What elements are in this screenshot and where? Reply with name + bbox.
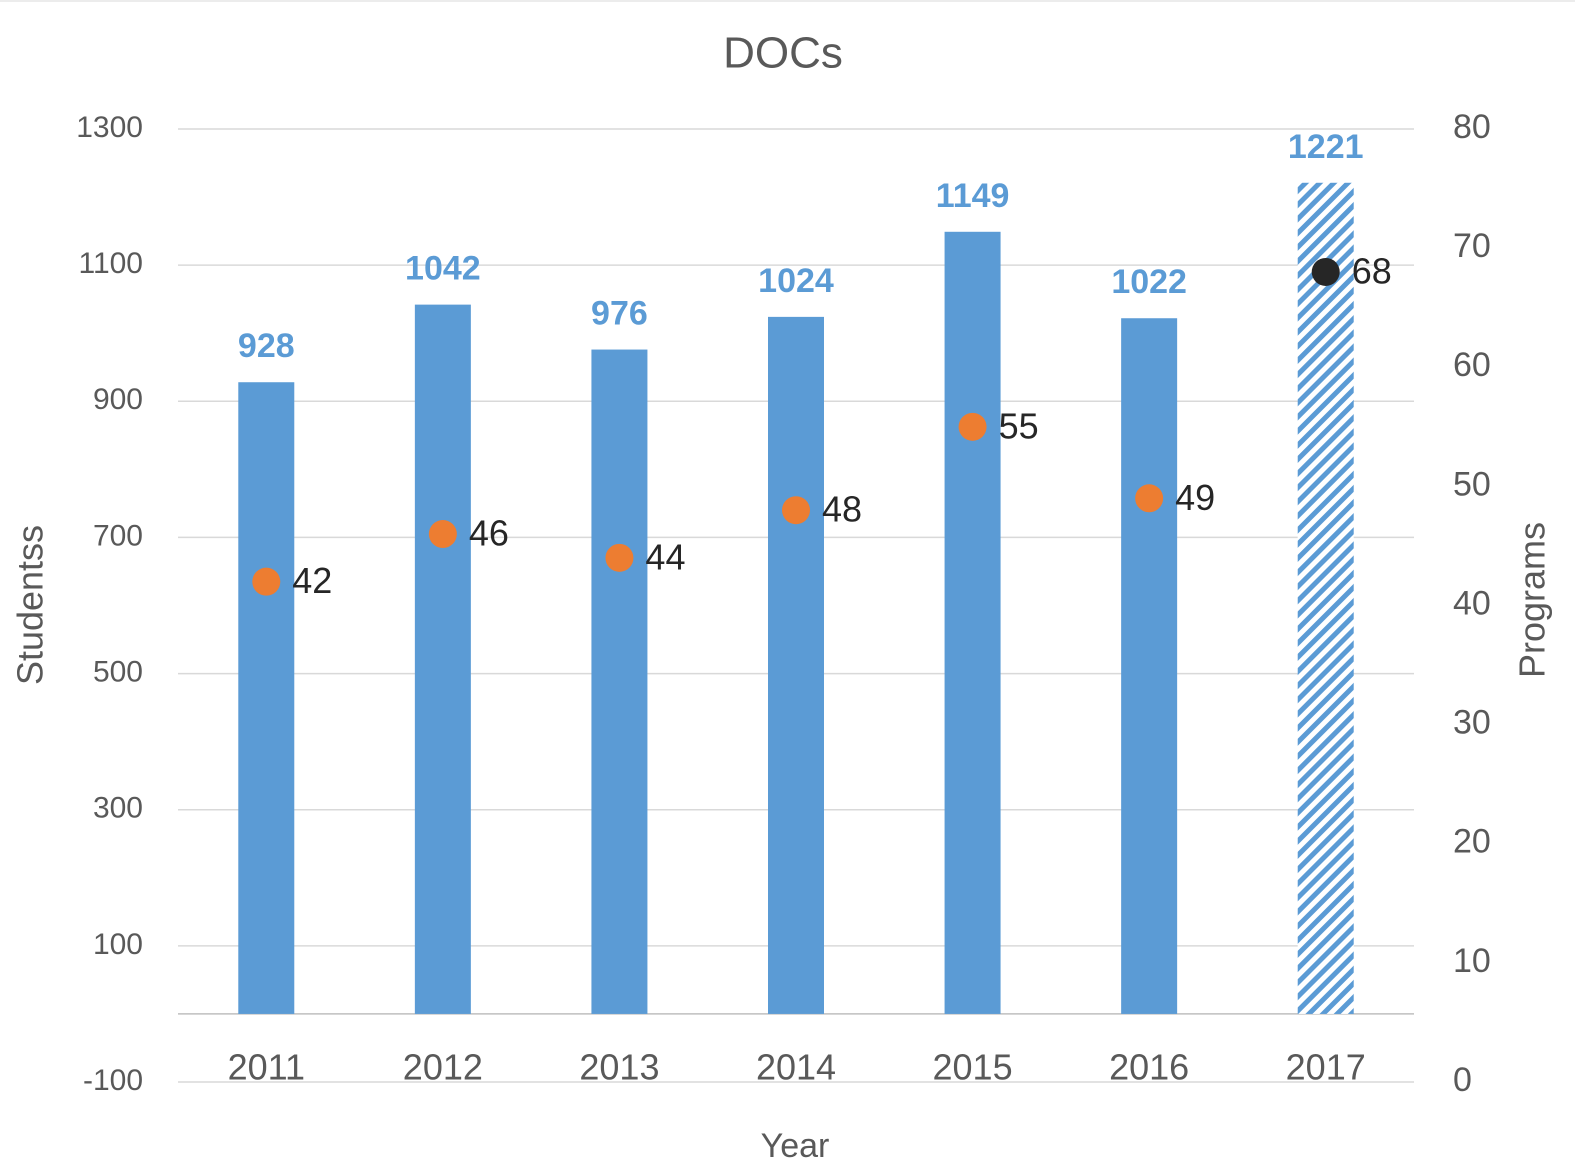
- dot: [958, 412, 987, 441]
- bar-value-label: 1149: [936, 177, 1010, 215]
- x-tick-label: 2012: [403, 1047, 483, 1088]
- bar-value-label: 1022: [1111, 263, 1187, 301]
- x-tick-label: 2014: [756, 1047, 836, 1088]
- x-tick-label: 2011: [228, 1047, 305, 1088]
- y2-tick-label: 20: [1453, 823, 1491, 861]
- dot-value-label: 48: [822, 489, 862, 530]
- x-tick-label: 2013: [579, 1047, 659, 1088]
- y2-tick-label: 70: [1453, 227, 1491, 265]
- dot-value-label: 49: [1175, 477, 1215, 518]
- dot: [1135, 484, 1164, 513]
- y2-tick-label: 80: [1453, 108, 1491, 146]
- dot: [252, 567, 281, 596]
- bar-value-label: 1221: [1288, 128, 1364, 166]
- x-tick-label: 2016: [1109, 1047, 1189, 1088]
- y-tick-label: 700: [93, 519, 143, 552]
- y-tick-label: 100: [93, 928, 143, 961]
- dot: [605, 543, 634, 572]
- y-tick-label: 1100: [78, 247, 143, 280]
- dot: [782, 496, 810, 525]
- y2-axis-title: Programs: [1512, 522, 1553, 678]
- bar: [1297, 182, 1354, 1014]
- bar-value-label: 928: [238, 327, 295, 365]
- dot: [1311, 257, 1340, 286]
- dot-value-label: 46: [469, 513, 509, 554]
- bar-value-label: 1024: [758, 262, 834, 300]
- x-axis-title: Year: [761, 1127, 830, 1165]
- dot-value-label: 55: [999, 405, 1039, 446]
- y-axis-title: Studentss: [10, 525, 51, 685]
- dot: [428, 520, 457, 549]
- y-tick-label: 1300: [76, 111, 143, 144]
- y-tick-label: -100: [83, 1064, 143, 1097]
- bar-value-label: 1042: [405, 250, 481, 288]
- bar: [591, 349, 648, 1014]
- y-tick-label: 900: [93, 383, 143, 416]
- bar: [238, 382, 295, 1014]
- bar: [414, 304, 471, 1014]
- y-tick-label: 300: [93, 792, 143, 825]
- bar: [768, 316, 824, 1014]
- y2-tick-label: 30: [1453, 704, 1491, 742]
- bar-value-label: 976: [591, 295, 648, 333]
- y2-tick-label: 50: [1453, 465, 1491, 503]
- bar: [944, 231, 1001, 1014]
- x-tick-label: 2015: [933, 1047, 1013, 1088]
- bar: [1121, 318, 1178, 1014]
- y-tick-label: 500: [93, 655, 143, 688]
- y2-tick-label: 40: [1453, 584, 1491, 622]
- y2-tick-label: 10: [1453, 942, 1491, 980]
- y2-tick-label: 60: [1453, 346, 1491, 384]
- dot-value-label: 42: [292, 560, 332, 601]
- y2-tick-label: 0: [1453, 1061, 1472, 1099]
- dot-value-label: 68: [1352, 250, 1392, 291]
- x-tick-label: 2017: [1286, 1047, 1366, 1088]
- dot-value-label: 44: [645, 536, 685, 577]
- chart-title: DOCs: [723, 29, 843, 78]
